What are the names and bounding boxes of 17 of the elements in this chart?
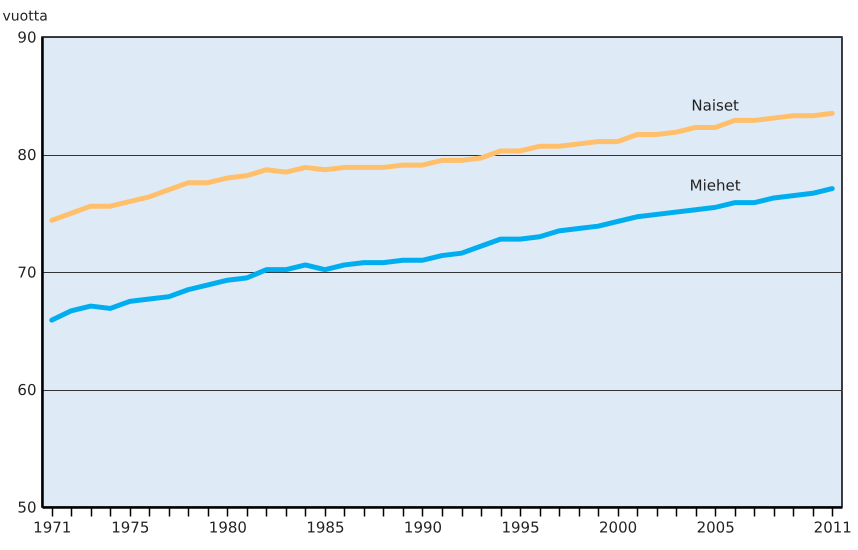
x-tick-label: 1990: [404, 518, 442, 536]
x-tick-label: 1985: [306, 518, 345, 536]
series-label: Naiset: [691, 96, 740, 114]
y-tick-label: 60: [17, 381, 36, 399]
x-tick-label: 1995: [501, 518, 540, 536]
x-tick-label: 2005: [696, 518, 735, 536]
x-tick-label: 2011: [814, 518, 852, 536]
y-tick-label: 70: [17, 264, 36, 282]
y-tick-label: 80: [17, 146, 36, 164]
series-label: Miehet: [690, 176, 741, 194]
x-tick-label: 2000: [599, 518, 638, 536]
y-tick-label: 90: [17, 28, 36, 46]
x-tick-label: 1975: [111, 518, 150, 536]
y-axis-title: vuotta: [2, 8, 48, 24]
y-tick-label: 50: [17, 498, 36, 516]
x-tick-label: 1980: [208, 518, 247, 536]
x-tick-label: 1971: [33, 518, 72, 536]
